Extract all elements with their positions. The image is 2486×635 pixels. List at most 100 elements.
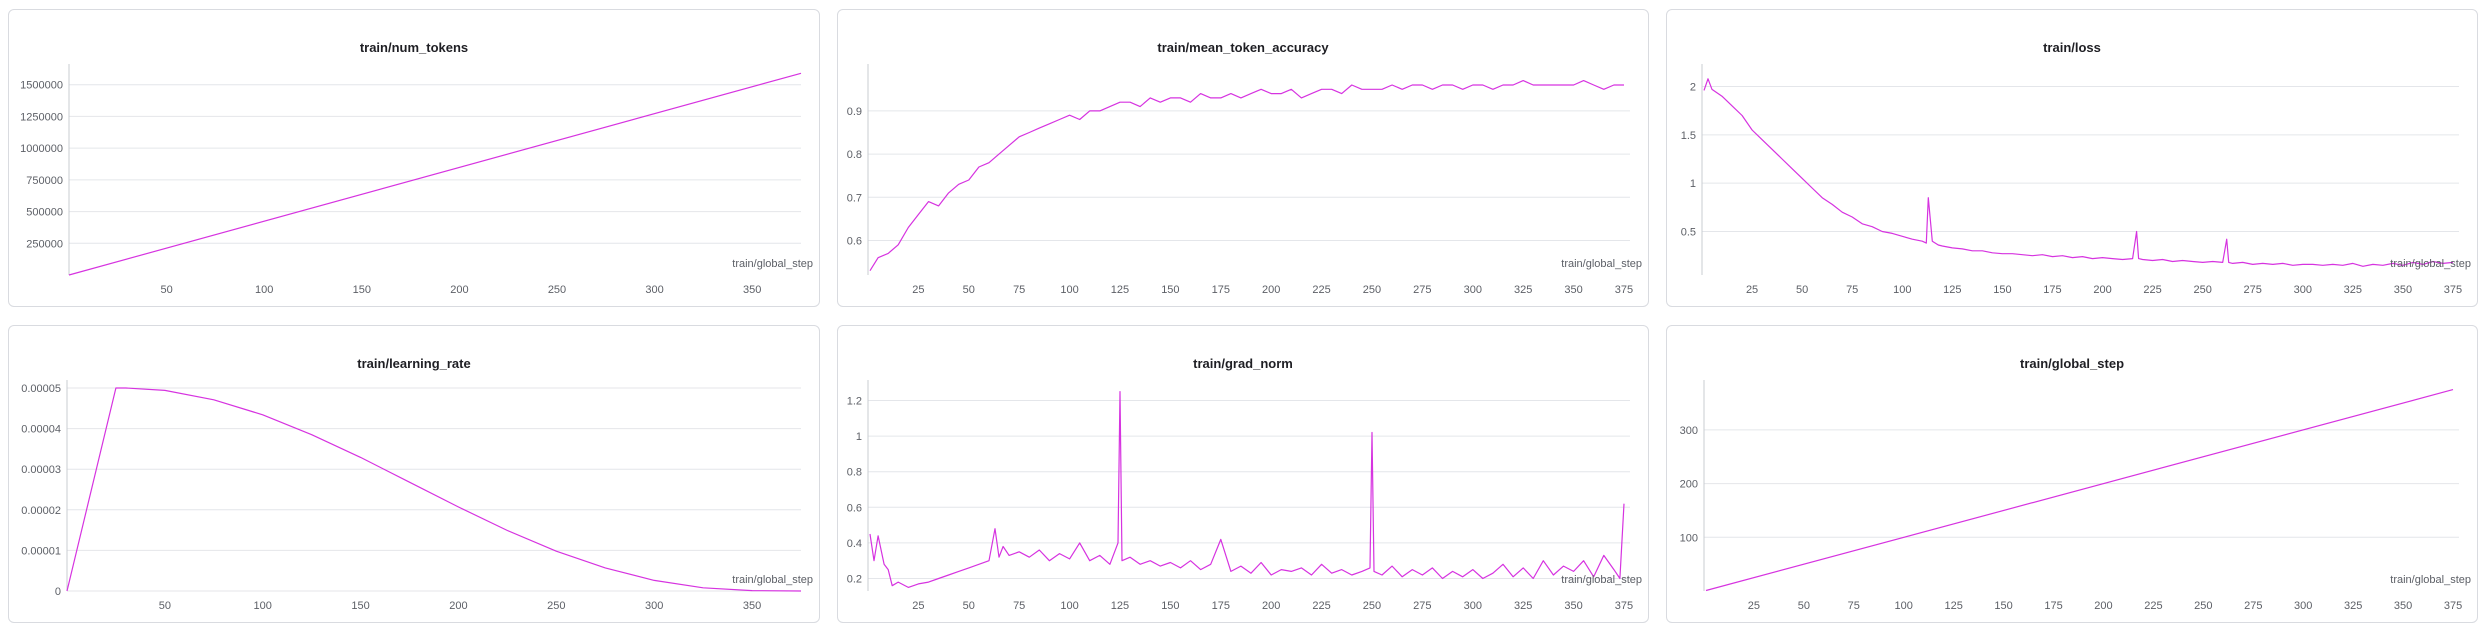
x-tick-label: 125 (1943, 284, 1961, 296)
x-tick-label: 275 (2244, 600, 2262, 612)
y-tick-label: 2 (1690, 82, 1696, 94)
y-tick-label: 0.5 (1681, 227, 1696, 239)
x-tick-label: 75 (1013, 600, 1025, 612)
x-axis-title: train/global_step (732, 258, 813, 270)
x-tick-label: 275 (1413, 284, 1431, 296)
x-tick-label: 25 (912, 600, 924, 612)
x-tick-label: 75 (1013, 284, 1025, 296)
chart-title: train/learning_rate (357, 356, 471, 371)
x-tick-label: 150 (1161, 600, 1179, 612)
x-tick-label: 175 (1212, 284, 1230, 296)
x-tick-label: 325 (1514, 600, 1532, 612)
y-tick-label: 0.00005 (21, 383, 61, 395)
x-tick-label: 50 (159, 600, 171, 612)
x-tick-label: 225 (2143, 284, 2161, 296)
x-tick-label: 325 (2344, 284, 2362, 296)
y-tick-label: 500000 (26, 207, 63, 219)
x-tick-label: 50 (963, 284, 975, 296)
x-tick-label: 50 (963, 600, 975, 612)
chart-panel-learning-rate[interactable]: train/learning_rate 0 0.00001 0.00002 0.000… (8, 325, 820, 623)
y-tick-label: 1.5 (1681, 130, 1696, 142)
y-tick-label: 0.00002 (21, 505, 61, 517)
x-axis-title: train/global_step (2390, 574, 2471, 586)
x-tick-label: 350 (1564, 600, 1582, 612)
x-tick-label: 200 (450, 284, 468, 296)
x-tick-label: 350 (2394, 284, 2412, 296)
series-line (68, 72, 802, 276)
x-tick-label: 150 (1994, 600, 2012, 612)
x-tick-label: 250 (2194, 600, 2212, 612)
series-line (1703, 78, 2454, 267)
x-tick-label: 100 (1060, 284, 1078, 296)
x-tick-label: 100 (255, 284, 273, 296)
chart-panel-mean-token-accuracy[interactable]: train/mean_token_accuracy 0.6 0.7 0.8 0.9 25… (837, 9, 1649, 307)
x-tick-label: 150 (1161, 284, 1179, 296)
y-tick-label: 1.2 (847, 395, 862, 407)
x-tick-label: 175 (1212, 600, 1230, 612)
x-tick-label: 250 (548, 284, 566, 296)
x-tick-label: 175 (2043, 284, 2061, 296)
x-tick-label: 350 (2394, 600, 2412, 612)
y-tick-label: 300 (1680, 425, 1698, 437)
y-tick-label: 750000 (26, 175, 63, 187)
x-tick-label: 225 (1312, 600, 1330, 612)
x-tick-label: 225 (1312, 284, 1330, 296)
y-tick-label: 100 (1680, 532, 1698, 544)
x-tick-label: 250 (2193, 284, 2211, 296)
x-tick-label: 100 (1060, 600, 1078, 612)
chart-title: train/mean_token_accuracy (1157, 40, 1329, 55)
x-tick-label: 50 (160, 284, 172, 296)
series-line (66, 387, 802, 592)
x-tick-label: 275 (1413, 600, 1431, 612)
y-tick-label: 0.00001 (21, 545, 61, 557)
x-tick-label: 250 (547, 600, 565, 612)
x-axis-title: train/global_step (2390, 258, 2471, 270)
x-tick-label: 300 (1464, 600, 1482, 612)
x-tick-label: 200 (1262, 600, 1280, 612)
x-tick-label: 125 (1111, 284, 1129, 296)
chart-panel-num-tokens[interactable]: train/num_tokens 250000 500000 750000 10000… (8, 9, 820, 307)
x-tick-label: 175 (2044, 600, 2062, 612)
x-tick-label: 350 (1564, 284, 1582, 296)
x-tick-label: 375 (1615, 600, 1633, 612)
series-line (1705, 389, 2454, 592)
x-tick-label: 100 (1893, 284, 1911, 296)
y-tick-label: 0.00003 (21, 464, 61, 476)
y-tick-label: 1 (1690, 178, 1696, 190)
chart-panel-global-step[interactable]: train/global_step 100 200 300 25 50 75 100 125 1… (1666, 325, 2478, 623)
x-tick-label: 250 (1363, 600, 1381, 612)
y-tick-label: 0.4 (847, 538, 862, 550)
y-tick-label: 1000000 (20, 143, 63, 155)
chart-title: train/num_tokens (359, 40, 469, 55)
x-tick-label: 25 (1746, 284, 1758, 296)
x-tick-label: 25 (912, 284, 924, 296)
y-tick-label: 0.9 (847, 106, 862, 118)
x-tick-label: 300 (2294, 600, 2312, 612)
x-tick-label: 300 (1464, 284, 1482, 296)
x-tick-label: 375 (2444, 600, 2462, 612)
x-axis-title: train/global_step (1561, 258, 1642, 270)
x-tick-label: 150 (353, 284, 371, 296)
x-axis-title: train/global_step (1561, 574, 1642, 586)
x-tick-label: 25 (1748, 600, 1760, 612)
y-tick-label: 0.8 (847, 467, 862, 479)
chart-title: train/grad_norm (1193, 356, 1293, 371)
series-line (869, 390, 1625, 588)
x-tick-label: 350 (743, 600, 761, 612)
x-tick-label: 325 (1514, 284, 1532, 296)
x-tick-label: 100 (254, 600, 272, 612)
y-tick-label: 0.7 (847, 192, 862, 204)
chart-mean-token-accuracy: 0.6 0.7 0.8 0.9 25 50 75 100 125 150 175 200 225 250 2… (847, 64, 1642, 296)
chart-panel-grad-norm[interactable]: train/grad_norm 0.2 0.4 0.6 0.8 1 1.2 25 50 75 10… (837, 325, 1649, 623)
x-tick-label: 100 (1895, 600, 1913, 612)
chart-panel-loss[interactable]: train/loss 0.5 1 1.5 2 25 50 75 100 125 150 175 200… (1666, 9, 2478, 307)
x-tick-label: 225 (2144, 600, 2162, 612)
x-tick-label: 75 (1846, 284, 1858, 296)
x-tick-label: 200 (449, 600, 467, 612)
x-tick-label: 375 (1615, 284, 1633, 296)
series-line (869, 79, 1624, 272)
x-tick-label: 250 (1363, 284, 1381, 296)
x-tick-label: 300 (2294, 284, 2312, 296)
x-tick-label: 375 (2444, 284, 2462, 296)
